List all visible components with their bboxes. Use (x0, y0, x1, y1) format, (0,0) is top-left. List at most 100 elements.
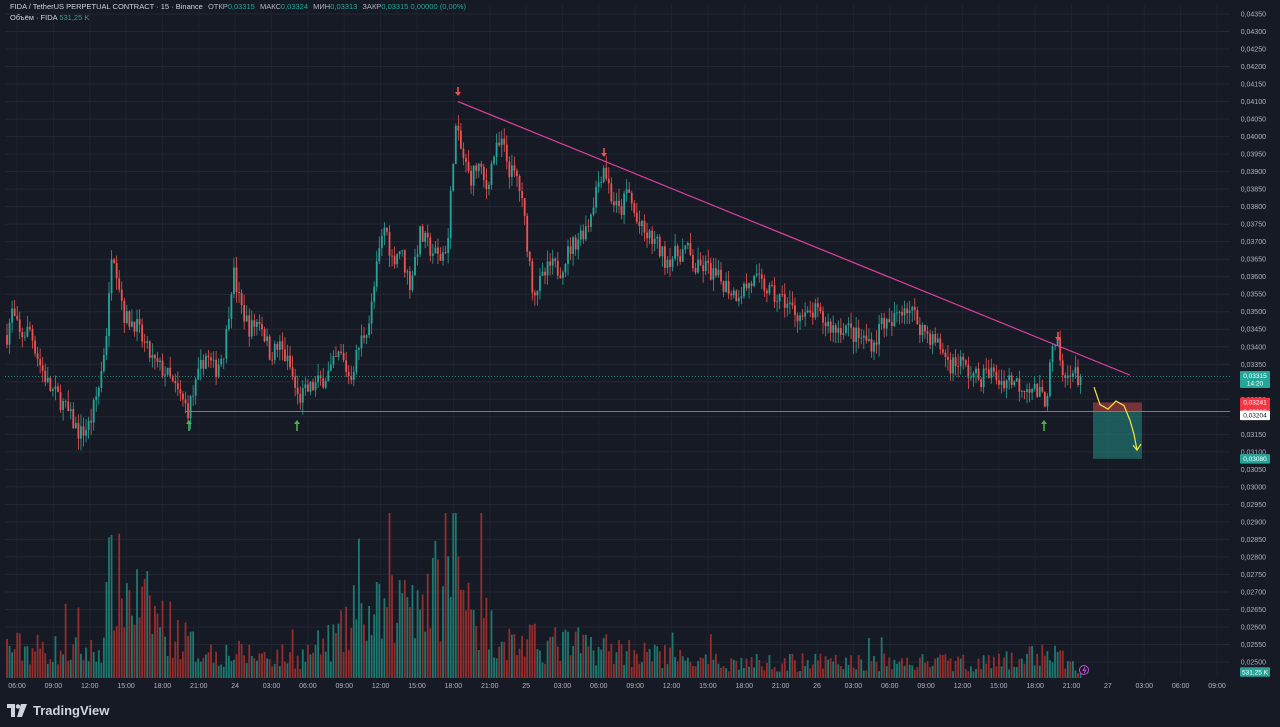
volume-bar (875, 661, 878, 678)
time-tick: 21:00 (772, 683, 790, 690)
time-tick: 18:00 (1026, 683, 1044, 690)
candle-body (312, 381, 314, 391)
volume-bar (18, 633, 21, 678)
candle-body (414, 256, 416, 276)
candle-body (822, 311, 824, 323)
candle-body (913, 306, 916, 311)
volume-bar (1026, 653, 1028, 678)
symbol-title[interactable]: FIDA / TetherUS PERPETUAL CONTRACT · 15 … (10, 2, 203, 11)
volume-bar (681, 656, 684, 678)
candle-body (794, 305, 796, 316)
volume-bar (633, 649, 636, 678)
volume-bar (449, 596, 452, 678)
volume-bar (536, 649, 539, 678)
candle-body (409, 271, 411, 290)
volume-bar (1046, 651, 1049, 678)
volume-bar (256, 660, 258, 678)
time-tick: 21:00 (481, 683, 499, 690)
candle-body (852, 327, 855, 342)
volume-badge-text: 531,25 K (1242, 669, 1269, 676)
price-chart[interactable]: 0,04350 0,04300 0,04250 0,04200 0,04150 0,041… (0, 0, 1280, 695)
candle-body (393, 255, 396, 265)
price-tick: 0,02600 (1241, 624, 1266, 631)
candle-body (11, 308, 13, 323)
candle-body (587, 226, 590, 228)
candle-body (962, 356, 965, 361)
volume-title[interactable]: Объём · FIDA (10, 13, 58, 22)
volume-bar (949, 658, 952, 678)
candle-body (536, 290, 539, 296)
current-price-badge-text: 0,03204 (1243, 413, 1267, 420)
candle-body (136, 319, 138, 332)
volume-bar (661, 668, 664, 678)
volume-bar (862, 670, 865, 678)
candle-body (941, 349, 944, 353)
volume-bar (1021, 658, 1023, 678)
volume-bar (105, 581, 108, 678)
candle-body (21, 331, 24, 338)
down-arrow-head (1055, 337, 1061, 341)
candle-body (737, 297, 740, 302)
volume-bar (551, 636, 554, 678)
volume-bar (850, 655, 852, 678)
candle-body (128, 311, 131, 327)
candle-body (110, 259, 113, 294)
volume-bar (123, 627, 126, 678)
price-tick: 0,03000 (1241, 484, 1266, 491)
volume-bar (409, 607, 411, 678)
candle-body (278, 341, 281, 350)
time-tick: 18:00 (154, 683, 172, 690)
volume-bar (628, 639, 631, 678)
volume-bar (720, 667, 722, 678)
volume-bar (207, 652, 210, 678)
volume-bar (383, 598, 386, 678)
volume-bar (261, 653, 263, 678)
volume-bar (289, 652, 291, 678)
volume-bar (771, 669, 773, 678)
candle-body (919, 324, 921, 336)
volume-bar (610, 643, 613, 678)
candle-body (809, 310, 812, 313)
volume-bar (725, 668, 727, 678)
volume-bar (465, 610, 467, 678)
candle-body (161, 360, 164, 376)
volume-bar (263, 651, 266, 678)
candle-body (169, 367, 172, 377)
volume-bar (1013, 666, 1016, 678)
volume-bar (845, 657, 847, 678)
candle-body (309, 381, 312, 392)
candle-body (562, 272, 564, 278)
candle-body (352, 372, 355, 380)
volume-bar (375, 582, 378, 678)
candle-body (1041, 386, 1044, 392)
candle-body (437, 247, 439, 254)
time-tick: 06:00 (590, 683, 608, 690)
candle-body (702, 265, 705, 272)
volume-bar (437, 559, 439, 678)
candle-body (480, 163, 483, 167)
candle-body (730, 293, 733, 296)
candle-body (630, 192, 633, 204)
candle-body (360, 335, 363, 349)
candle-body (725, 281, 727, 293)
volume-bar (651, 661, 654, 678)
volume-bar (768, 655, 771, 678)
candle-body (615, 200, 618, 206)
candle-body (985, 368, 988, 370)
candle-body (827, 321, 829, 327)
candle-body (990, 367, 993, 378)
volume-bar (865, 670, 868, 678)
volume-bar (120, 598, 123, 678)
candle-body (727, 281, 730, 294)
candle-body (26, 326, 29, 337)
candle-body (880, 317, 883, 325)
candle-body (605, 167, 608, 179)
candle-body (824, 322, 827, 327)
candle-body (1079, 376, 1082, 386)
volume-bar (715, 653, 717, 678)
volume-bar (694, 666, 697, 678)
candle-body (16, 315, 19, 320)
candle-body (834, 325, 837, 333)
volume-bar (766, 662, 768, 678)
tradingview-logo[interactable]: TradingView (7, 703, 109, 718)
